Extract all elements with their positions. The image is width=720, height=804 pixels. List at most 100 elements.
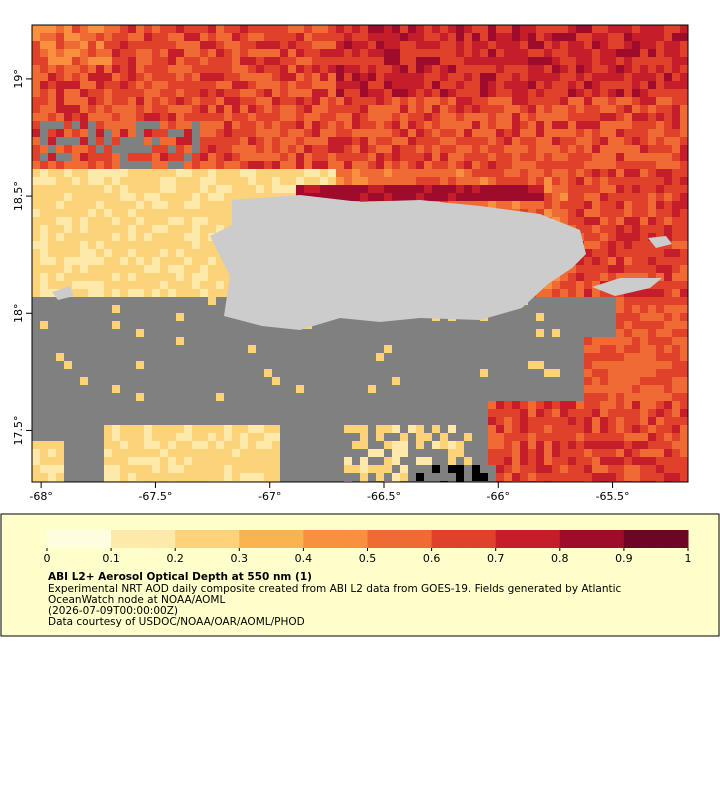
- aod-pixel: [184, 337, 192, 345]
- aod-pixel: [136, 393, 144, 401]
- aod-pixel: [656, 409, 664, 417]
- aod-pixel: [624, 185, 632, 193]
- aod-pixel: [544, 425, 552, 433]
- aod-pixel: [112, 89, 120, 97]
- aod-pixel: [272, 393, 280, 401]
- aod-pixel: [136, 193, 144, 201]
- aod-pixel: [296, 337, 304, 345]
- aod-pixel: [344, 337, 352, 345]
- aod-pixel: [624, 337, 632, 345]
- aod-pixel: [624, 81, 632, 89]
- culebra: [648, 236, 672, 248]
- aod-pixel: [248, 49, 256, 57]
- aod-pixel: [312, 449, 320, 457]
- aod-pixel: [664, 57, 672, 65]
- aod-pixel: [264, 65, 272, 73]
- aod-pixel: [320, 89, 328, 97]
- aod-pixel: [56, 449, 64, 457]
- aod-pixel: [656, 289, 664, 297]
- aod-pixel: [72, 409, 80, 417]
- aod-pixel: [328, 321, 336, 329]
- aod-pixel: [400, 193, 408, 201]
- aod-pixel: [160, 457, 168, 465]
- aod-pixel: [112, 449, 120, 457]
- aod-pixel: [544, 41, 552, 49]
- aod-pixel: [512, 313, 520, 321]
- aod-pixel: [120, 465, 128, 473]
- aod-pixel: [176, 217, 184, 225]
- aod-pixel: [288, 441, 296, 449]
- aod-pixel: [424, 409, 432, 417]
- aod-pixel: [56, 457, 64, 465]
- aod-pixel: [560, 217, 568, 225]
- aod-pixel: [552, 321, 560, 329]
- aod-pixel: [560, 81, 568, 89]
- aod-pixel: [96, 353, 104, 361]
- aod-pixel: [528, 73, 536, 81]
- aod-pixel: [32, 193, 40, 201]
- aod-pixel: [552, 313, 560, 321]
- aod-pixel: [616, 201, 624, 209]
- aod-pixel: [184, 225, 192, 233]
- aod-pixel: [456, 57, 464, 65]
- aod-pixel: [320, 185, 328, 193]
- aod-pixel: [160, 201, 168, 209]
- aod-pixel: [200, 113, 208, 121]
- aod-pixel: [312, 73, 320, 81]
- aod-pixel: [352, 193, 360, 201]
- aod-pixel: [88, 401, 96, 409]
- aod-pixel: [200, 217, 208, 225]
- aod-pixel: [240, 81, 248, 89]
- aod-pixel: [272, 441, 280, 449]
- aod-pixel: [152, 305, 160, 313]
- aod-pixel: [512, 177, 520, 185]
- aod-pixel: [416, 193, 424, 201]
- aod-pixel: [520, 425, 528, 433]
- aod-pixel: [608, 217, 616, 225]
- aod-pixel: [112, 369, 120, 377]
- aod-pixel: [568, 193, 576, 201]
- aod-pixel: [560, 33, 568, 41]
- aod-pixel: [632, 457, 640, 465]
- aod-pixel: [192, 313, 200, 321]
- aod-pixel: [152, 49, 160, 57]
- aod-pixel: [448, 121, 456, 129]
- aod-pixel: [472, 401, 480, 409]
- aod-pixel: [648, 425, 656, 433]
- aod-pixel: [368, 193, 376, 201]
- aod-pixel: [496, 361, 504, 369]
- aod-pixel: [312, 369, 320, 377]
- aod-pixel: [432, 89, 440, 97]
- aod-pixel: [216, 465, 224, 473]
- aod-pixel: [56, 41, 64, 49]
- aod-pixel: [504, 113, 512, 121]
- colorbar-tick-label: 0.9: [615, 552, 633, 565]
- aod-pixel: [184, 361, 192, 369]
- aod-pixel: [632, 337, 640, 345]
- aod-pixel: [472, 169, 480, 177]
- aod-pixel: [544, 169, 552, 177]
- aod-pixel: [216, 25, 224, 33]
- aod-pixel: [456, 81, 464, 89]
- aod-pixel: [208, 225, 216, 233]
- aod-pixel: [640, 401, 648, 409]
- aod-pixel: [528, 393, 536, 401]
- aod-pixel: [216, 177, 224, 185]
- aod-pixel: [528, 369, 536, 377]
- aod-pixel: [512, 433, 520, 441]
- aod-pixel: [112, 441, 120, 449]
- aod-pixel: [72, 289, 80, 297]
- aod-pixel: [160, 73, 168, 81]
- aod-pixel: [120, 33, 128, 41]
- aod-pixel: [296, 113, 304, 121]
- aod-pixel: [632, 313, 640, 321]
- aod-pixel: [472, 201, 480, 209]
- aod-pixel: [88, 49, 96, 57]
- aod-pixel: [576, 393, 584, 401]
- aod-pixel: [80, 241, 88, 249]
- aod-pixel: [144, 353, 152, 361]
- aod-pixel: [160, 185, 168, 193]
- aod-pixel: [264, 377, 272, 385]
- aod-pixel: [640, 233, 648, 241]
- aod-pixel: [472, 457, 480, 465]
